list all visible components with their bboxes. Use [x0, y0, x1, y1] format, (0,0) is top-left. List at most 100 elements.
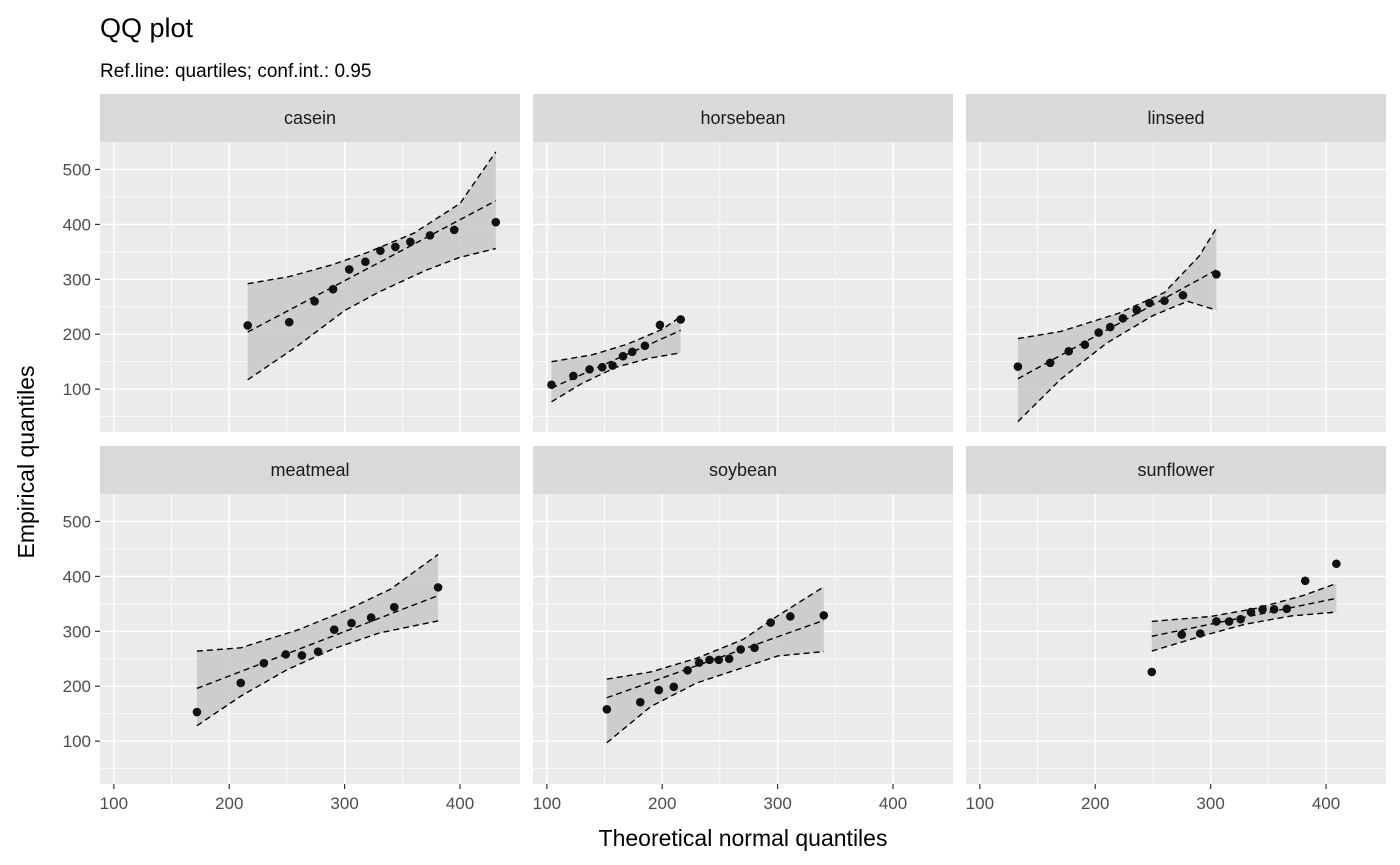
data-point [449, 225, 459, 235]
data-point [1013, 362, 1023, 371]
data-point [640, 341, 650, 351]
ci-upper-line [247, 151, 497, 285]
data-point [491, 217, 501, 227]
data-point [1195, 629, 1205, 638]
panel-background [533, 142, 953, 432]
strip-casein [100, 94, 520, 142]
strip-label: soybean [709, 460, 777, 480]
data-point [597, 362, 607, 372]
ci-upper-line [551, 316, 682, 363]
x-tick-label: 300 [763, 794, 791, 813]
ci-upper-line [196, 553, 439, 652]
y-tick-label: 500 [63, 512, 91, 531]
x-tick-label: 400 [879, 794, 907, 813]
ci-lower-line [606, 650, 824, 744]
strip-label: meatmeal [270, 460, 349, 480]
x-axis-title: Theoretical normal quantiles [599, 825, 888, 851]
strip-label: linseed [1147, 108, 1204, 128]
data-point [654, 685, 664, 695]
x-tick-label: 400 [1312, 794, 1340, 813]
data-point [1212, 617, 1221, 626]
data-point [313, 647, 323, 656]
data-point [1080, 340, 1090, 349]
data-point [705, 655, 714, 665]
panel-soybean: soybean 100 200 300 400 [533, 446, 953, 813]
ci-lower-line [1151, 611, 1337, 652]
data-point [1147, 667, 1157, 677]
data-point [361, 257, 370, 267]
data-point [1145, 298, 1154, 308]
x-tick-label: 200 [215, 794, 243, 813]
y-tick-label: 100 [63, 380, 91, 399]
x-tick-label: 200 [1081, 794, 1109, 813]
data-point [425, 231, 435, 240]
x-tick-label: 300 [330, 794, 358, 813]
y-tick-label: 300 [63, 622, 91, 641]
data-point [676, 315, 685, 324]
data-point [714, 655, 724, 665]
strip-meatmeal [100, 446, 520, 494]
data-point [547, 380, 556, 390]
x-tick-label: 100 [966, 794, 994, 813]
data-point [766, 618, 775, 627]
data-point [694, 658, 704, 667]
data-point [329, 625, 339, 634]
data-point [236, 678, 246, 688]
reference-line [247, 200, 497, 333]
confidence-band [196, 554, 439, 726]
data-point [1177, 630, 1187, 639]
strip-linseed [966, 94, 1386, 142]
strip-soybean [533, 446, 953, 494]
data-point [1178, 290, 1188, 300]
data-point [724, 654, 734, 664]
strip-horsebean [533, 94, 953, 142]
data-point [347, 618, 356, 628]
x-tick-label: 300 [1196, 794, 1224, 813]
data-point [669, 682, 679, 692]
data-point [297, 651, 307, 660]
data-point [1045, 358, 1055, 368]
data-point [1224, 617, 1234, 626]
ci-lower-line [1017, 300, 1217, 423]
strip-label: casein [284, 108, 336, 128]
facet-panels: casein 100 200 300 400 500 horsebean linseed mea… [63, 94, 1386, 813]
data-point [618, 351, 628, 361]
ci-upper-line [606, 586, 825, 680]
x-tick-label: 100 [533, 794, 561, 813]
y-tick-label: 400 [63, 567, 91, 586]
x-tick-label: 400 [446, 794, 474, 813]
data-point [1300, 576, 1310, 586]
strip-label: horsebean [700, 108, 785, 128]
chart-title: QQ plot [100, 13, 194, 43]
reference-line [196, 594, 439, 690]
data-point [259, 658, 269, 668]
data-point [569, 371, 578, 381]
data-point [366, 613, 376, 622]
chart-subtitle: Ref.line: quartiles; conf.int.: 0.95 [100, 61, 371, 82]
y-tick-label: 100 [63, 732, 91, 751]
data-point [433, 583, 443, 592]
data-point [376, 246, 385, 256]
ci-upper-line [1017, 227, 1217, 340]
data-point [1094, 328, 1103, 337]
data-point [1332, 559, 1341, 569]
data-point [819, 611, 829, 620]
data-point [1160, 296, 1169, 306]
data-point [344, 265, 354, 274]
data-point [284, 317, 294, 327]
data-point [328, 284, 338, 294]
strip-sunflower [966, 446, 1386, 494]
panel-sunflower: sunflower 100 200 300 400 [966, 446, 1386, 813]
x-tick-label: 100 [100, 794, 128, 813]
data-point [389, 602, 399, 612]
reference-line [1017, 269, 1217, 380]
data-point [627, 347, 637, 357]
data-point [1236, 614, 1245, 624]
data-point [1105, 322, 1115, 332]
data-point [1212, 270, 1221, 279]
ci-lower-line [196, 620, 439, 727]
data-point [602, 705, 612, 714]
data-point [391, 242, 400, 252]
data-point [585, 365, 594, 374]
